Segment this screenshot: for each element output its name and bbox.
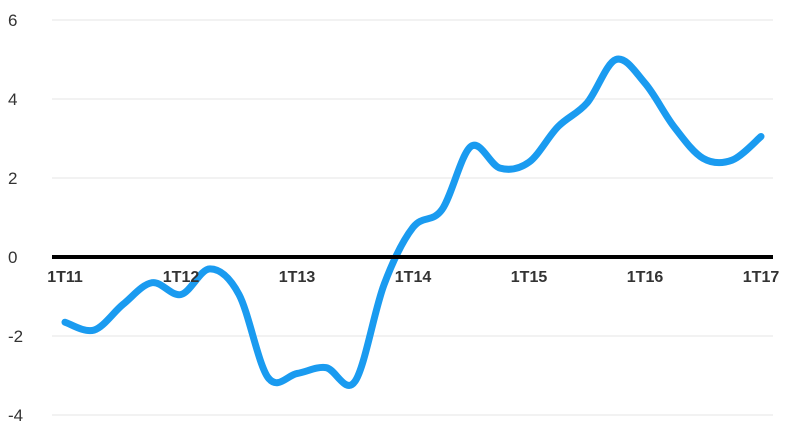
y-tick-label: -2 <box>8 327 23 346</box>
x-tick-label: 1T17 <box>743 269 780 286</box>
x-tick-label: 1T12 <box>163 269 200 286</box>
series-group <box>61 55 765 389</box>
series-line-0 <box>61 55 765 389</box>
y-tick-label: 0 <box>8 248 17 267</box>
x-axis-ticks: 1T11 1T12 1T13 1T14 1T15 1T16 1T17 <box>47 269 779 286</box>
y-tick-label: 6 <box>8 11 17 30</box>
x-tick-label: 1T14 <box>395 269 432 286</box>
x-tick-label: 1T16 <box>627 269 664 286</box>
y-tick-label: -4 <box>8 406 23 422</box>
x-tick-label: 1T11 <box>47 269 83 286</box>
y-axis-ticks: 6 4 2 0 -2 -4 <box>8 11 23 422</box>
x-tick-label: 1T15 <box>511 269 548 286</box>
x-tick-label: 1T13 <box>279 269 316 286</box>
y-tick-label: 2 <box>8 169 17 188</box>
y-tick-label: 4 <box>8 90 17 109</box>
gridlines <box>52 19 773 416</box>
